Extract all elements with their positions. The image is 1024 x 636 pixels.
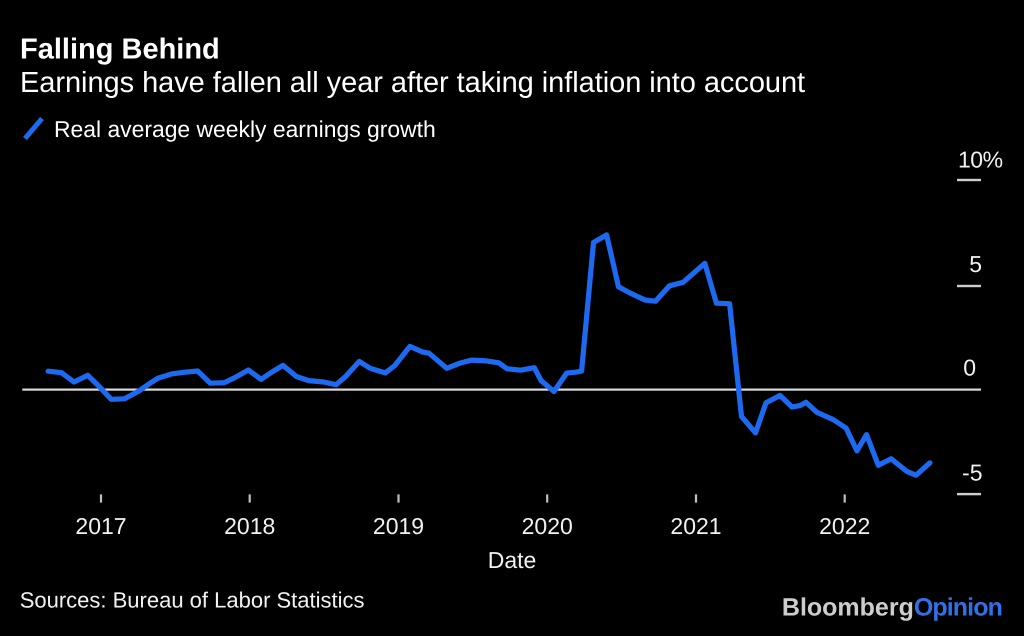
svg-text:2022: 2022	[819, 513, 870, 539]
svg-text:2017: 2017	[75, 513, 126, 539]
svg-text:2021: 2021	[670, 513, 721, 539]
svg-text:0: 0	[963, 355, 976, 381]
svg-text:Real average weekly earnings g: Real average weekly earnings growth	[54, 116, 436, 142]
svg-text:2020: 2020	[522, 513, 573, 539]
svg-text:Date: Date	[488, 547, 537, 573]
svg-text:Earnings have fallen all year: Earnings have fallen all year after taki…	[20, 67, 805, 99]
svg-text:-5: -5	[962, 460, 982, 486]
svg-text:Sources: Bureau of Labor Stati: Sources: Bureau of Labor Statistics	[20, 588, 365, 613]
svg-text:2018: 2018	[224, 513, 275, 539]
svg-text:2019: 2019	[373, 513, 424, 539]
svg-text:5: 5	[969, 251, 982, 277]
svg-text:Falling Behind: Falling Behind	[20, 34, 220, 66]
svg-text:BloombergOpinion: BloombergOpinion	[782, 594, 1002, 622]
svg-text:10%: 10%	[958, 147, 1003, 173]
